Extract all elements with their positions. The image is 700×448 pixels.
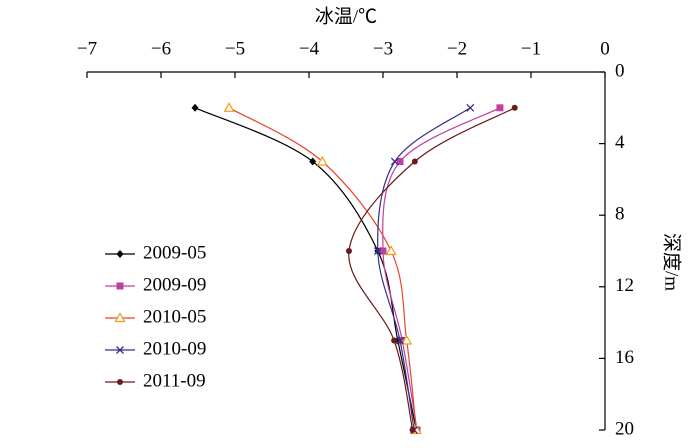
y-tick-label: 12	[615, 275, 634, 296]
series-line	[382, 107, 501, 431]
marker	[385, 245, 397, 256]
legend-label: 2009-05	[143, 242, 206, 263]
marker	[411, 158, 418, 165]
legend-label: 2009-09	[143, 274, 206, 295]
series-line	[228, 107, 417, 431]
marker	[309, 157, 317, 166]
marker	[116, 282, 124, 290]
marker	[391, 337, 398, 344]
legend-label: 2011-09	[143, 370, 206, 391]
marker	[398, 337, 406, 344]
marker	[116, 250, 124, 258]
marker	[373, 247, 382, 255]
marker	[316, 155, 328, 166]
series-line	[194, 107, 417, 431]
x-tick-label: 0	[600, 38, 610, 59]
marker	[511, 104, 518, 111]
y-tick-label: 20	[615, 418, 634, 439]
x-tick-label: −6	[151, 38, 171, 59]
marker	[390, 157, 399, 166]
marker	[396, 336, 404, 345]
x-tick-label: −4	[299, 38, 320, 59]
y-tick-label: 16	[615, 347, 634, 368]
x-axis-title: 冰温/℃	[315, 5, 377, 27]
marker	[409, 427, 416, 433]
marker	[223, 102, 235, 112]
marker	[401, 334, 413, 345]
marker	[496, 104, 504, 112]
y-axis-title: 深度/m	[661, 233, 683, 291]
y-tick-label: 0	[615, 60, 625, 81]
legend-label: 2010-09	[143, 338, 206, 359]
x-tick-label: −1	[521, 38, 541, 59]
marker	[191, 103, 199, 112]
marker	[466, 103, 475, 112]
x-tick-label: −3	[373, 38, 393, 59]
x-tick-label: −2	[447, 38, 467, 59]
marker	[114, 312, 126, 323]
marker	[396, 158, 404, 165]
series-line	[348, 107, 516, 431]
y-tick-label: 4	[615, 132, 625, 153]
x-tick-label: −7	[77, 38, 97, 59]
x-tick-label: −5	[225, 38, 245, 59]
legend-label: 2010-05	[143, 306, 206, 327]
y-tick-label: 8	[615, 204, 625, 225]
series-line	[377, 107, 471, 431]
marker	[116, 346, 124, 354]
marker	[379, 247, 387, 255]
marker	[117, 379, 123, 385]
marker	[345, 248, 352, 254]
